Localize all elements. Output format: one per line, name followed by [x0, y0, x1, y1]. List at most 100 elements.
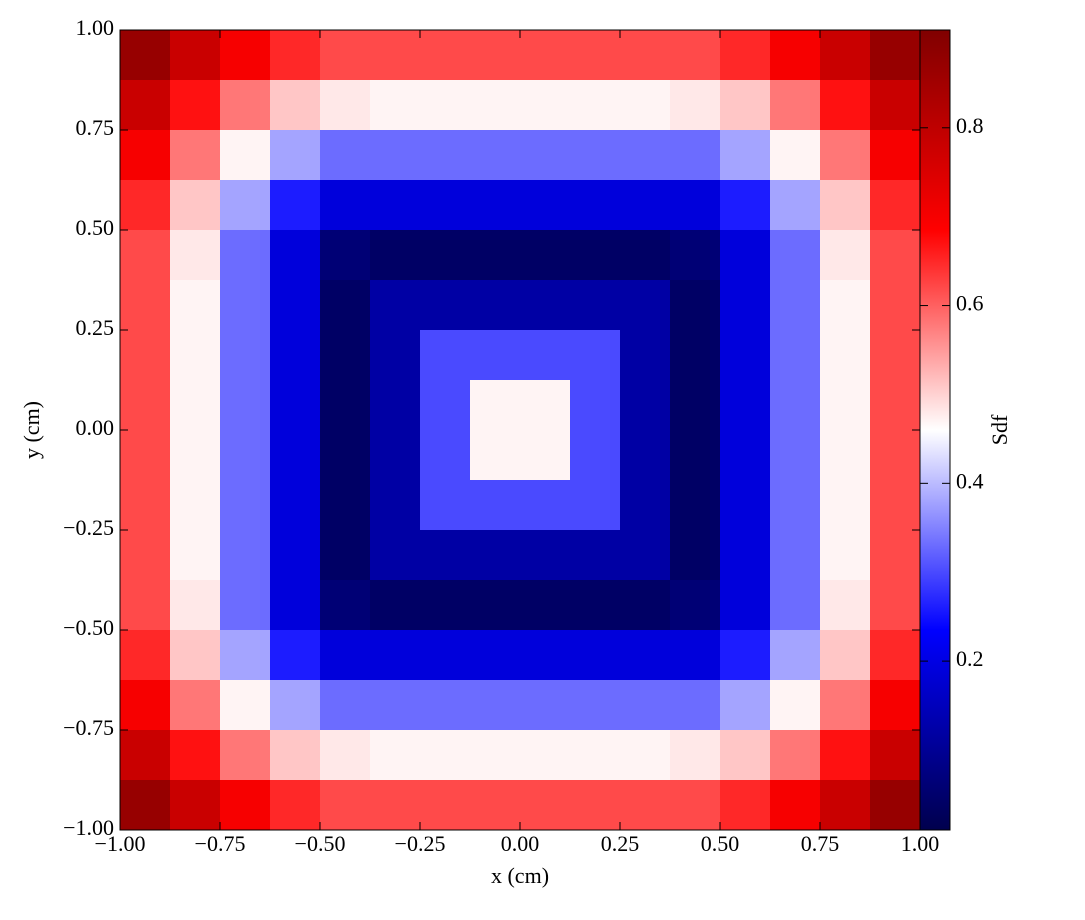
x-tick-label: 0.75	[801, 831, 840, 856]
heatmap-cell	[720, 730, 771, 781]
heatmap-cell	[420, 130, 471, 181]
heatmap-cell	[670, 380, 721, 431]
heatmap-cell	[720, 280, 771, 331]
heatmap-cell	[320, 530, 371, 581]
heatmap-cell	[320, 580, 371, 631]
heatmap-cell	[270, 430, 321, 481]
heatmap-cell	[370, 480, 421, 531]
heatmap-cell	[520, 30, 571, 81]
heatmap-cell	[520, 280, 571, 331]
heatmap-cell	[820, 430, 871, 481]
y-tick-label: 0.25	[76, 315, 115, 340]
heatmap-cell	[520, 430, 571, 481]
heatmap-cell	[270, 280, 321, 331]
heatmap-cell	[370, 530, 421, 581]
heatmap-cell	[770, 330, 821, 381]
heatmap-cell	[720, 580, 771, 631]
heatmap-cell	[170, 630, 221, 681]
heatmap-cell	[520, 530, 571, 581]
heatmap-cell	[620, 480, 671, 531]
heatmap-cell	[120, 480, 171, 531]
heatmap-cell	[670, 480, 721, 531]
y-tick-label: −0.25	[63, 515, 114, 540]
heatmap-cell	[370, 280, 421, 331]
heatmap-cell	[670, 80, 721, 131]
heatmap-cell	[320, 280, 371, 331]
heatmap-cell	[420, 30, 471, 81]
heatmap-cell	[770, 180, 821, 231]
heatmap-cell	[720, 480, 771, 531]
heatmap-cell	[170, 330, 221, 381]
heatmap-cell	[220, 30, 271, 81]
heatmap-cell	[670, 130, 721, 181]
heatmap-cell	[320, 80, 371, 131]
heatmap-cell	[470, 530, 521, 581]
heatmap-cell	[570, 680, 621, 731]
heatmap-cell	[720, 80, 771, 131]
heatmap-cell	[220, 780, 271, 831]
heatmap-cell	[720, 30, 771, 81]
heatmap-cell	[470, 80, 521, 131]
heatmap-cell	[270, 680, 321, 731]
heatmap-cell	[120, 280, 171, 331]
heatmap-cell	[420, 780, 471, 831]
heatmap-cell	[620, 330, 671, 381]
heatmap-cell	[170, 430, 221, 481]
heatmap-cell	[870, 30, 921, 81]
heatmap-cell	[820, 130, 871, 181]
heatmap-cell	[570, 480, 621, 531]
y-tick-label: −0.75	[63, 715, 114, 740]
heatmap-cell	[270, 180, 321, 231]
x-tick-label: 1.00	[901, 831, 940, 856]
heatmap-cell	[670, 280, 721, 331]
heatmap-cell	[820, 630, 871, 681]
heatmap-cell	[620, 580, 671, 631]
heatmap-cell	[770, 530, 821, 581]
heatmap-cell	[720, 330, 771, 381]
heatmap-cell	[770, 30, 821, 81]
heatmap-cell	[320, 630, 371, 681]
heatmap-cell	[770, 730, 821, 781]
x-tick-label: −0.75	[195, 831, 246, 856]
heatmap-cell	[220, 630, 271, 681]
heatmap-cell	[820, 230, 871, 281]
heatmap-cell	[520, 380, 571, 431]
heatmap-cell	[120, 530, 171, 581]
y-tick-label: 1.00	[76, 15, 115, 40]
heatmap-cell	[670, 30, 721, 81]
heatmap-cell	[470, 630, 521, 681]
heatmap-cell	[520, 730, 571, 781]
heatmap-cell	[670, 680, 721, 731]
heatmap-cell	[820, 780, 871, 831]
heatmap-cell	[320, 330, 371, 381]
heatmap-cell	[220, 80, 271, 131]
heatmap-cell	[570, 30, 621, 81]
heatmap-cell	[820, 730, 871, 781]
heatmap-cell	[470, 480, 521, 531]
heatmap-cell	[870, 430, 921, 481]
heatmap-cell	[570, 230, 621, 281]
colorbar-tick-label: 0.2	[956, 646, 984, 671]
y-tick-label: −1.00	[63, 815, 114, 840]
heatmap-cell	[670, 180, 721, 231]
heatmap-cell	[820, 180, 871, 231]
heatmap-cell	[320, 230, 371, 281]
heatmap-cell	[270, 730, 321, 781]
heatmap-cell	[770, 580, 821, 631]
heatmap-cell	[470, 130, 521, 181]
heatmap-cell	[220, 580, 271, 631]
heatmap-cell	[170, 780, 221, 831]
y-tick-label: 0.50	[76, 215, 115, 240]
heatmap-cell	[770, 280, 821, 331]
heatmap-cell	[320, 30, 371, 81]
heatmap-cell	[270, 780, 321, 831]
heatmap	[120, 30, 921, 831]
heatmap-cell	[420, 80, 471, 131]
heatmap-cell	[820, 280, 871, 331]
heatmap-cell	[120, 330, 171, 381]
heatmap-cell	[470, 330, 521, 381]
heatmap-cell	[620, 730, 671, 781]
colorbar	[920, 30, 950, 830]
heatmap-cell	[170, 530, 221, 581]
